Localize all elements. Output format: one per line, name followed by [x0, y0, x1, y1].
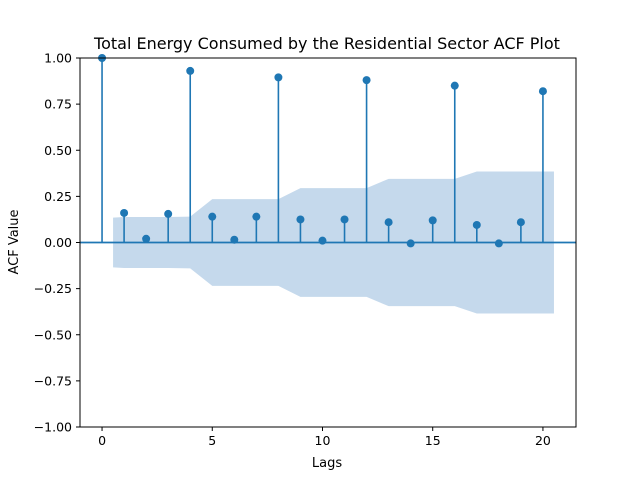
acf-marker-lag-4 [186, 66, 195, 75]
acf-marker-lag-5 [208, 212, 217, 221]
y-tick-label: −0.25 [34, 281, 72, 296]
acf-marker-lag-17 [472, 220, 481, 229]
y-tick-label: 0.00 [44, 235, 72, 250]
acf-marker-lag-9 [296, 215, 305, 224]
x-axis-title: Lags [312, 456, 342, 471]
acf-marker-lag-15 [428, 216, 437, 225]
acf-marker-lag-12 [362, 76, 371, 85]
acf-marker-lag-2 [142, 234, 151, 243]
y-tick-label: 0.75 [44, 97, 72, 112]
x-tick-label: 15 [425, 433, 441, 448]
y-tick-label: −0.75 [34, 373, 72, 388]
y-tick-label: −1.00 [34, 420, 72, 435]
axis-layer: 0 5 10 15 20 −1.00 −0.75 −0.50 −0.25 0.00 0.25 0.50… [34, 51, 577, 448]
x-tick-label: 10 [315, 433, 331, 448]
acf-marker-lag-10 [318, 236, 327, 245]
acf-marker-lag-19 [516, 218, 525, 227]
y-tick-label: −0.50 [34, 327, 72, 342]
y-tick-label: 0.25 [44, 189, 72, 204]
acf-marker-lag-11 [340, 215, 349, 224]
acf-marker-lag-3 [164, 209, 173, 218]
acf-marker-lag-20 [538, 87, 547, 96]
x-tick-label: 20 [535, 433, 551, 448]
acf-marker-lag-8 [274, 73, 283, 82]
acf-marker-lag-14 [406, 239, 415, 248]
acf-marker-lag-1 [120, 208, 129, 217]
y-axis-title: ACF Value [7, 209, 22, 274]
x-tick-label: 0 [98, 433, 106, 448]
y-tick-label: 0.50 [44, 143, 72, 158]
acf-marker-lag-13 [384, 218, 393, 227]
acf-marker-lag-7 [252, 212, 261, 221]
stem-layer [80, 54, 576, 248]
y-tick-label: 1.00 [44, 51, 72, 66]
x-tick-label: 5 [208, 433, 216, 448]
acf-marker-lag-18 [494, 239, 503, 248]
acf-marker-lag-6 [230, 235, 239, 244]
chart-title: Total Energy Consumed by the Residential… [93, 34, 560, 53]
acf-marker-lag-16 [450, 81, 459, 90]
